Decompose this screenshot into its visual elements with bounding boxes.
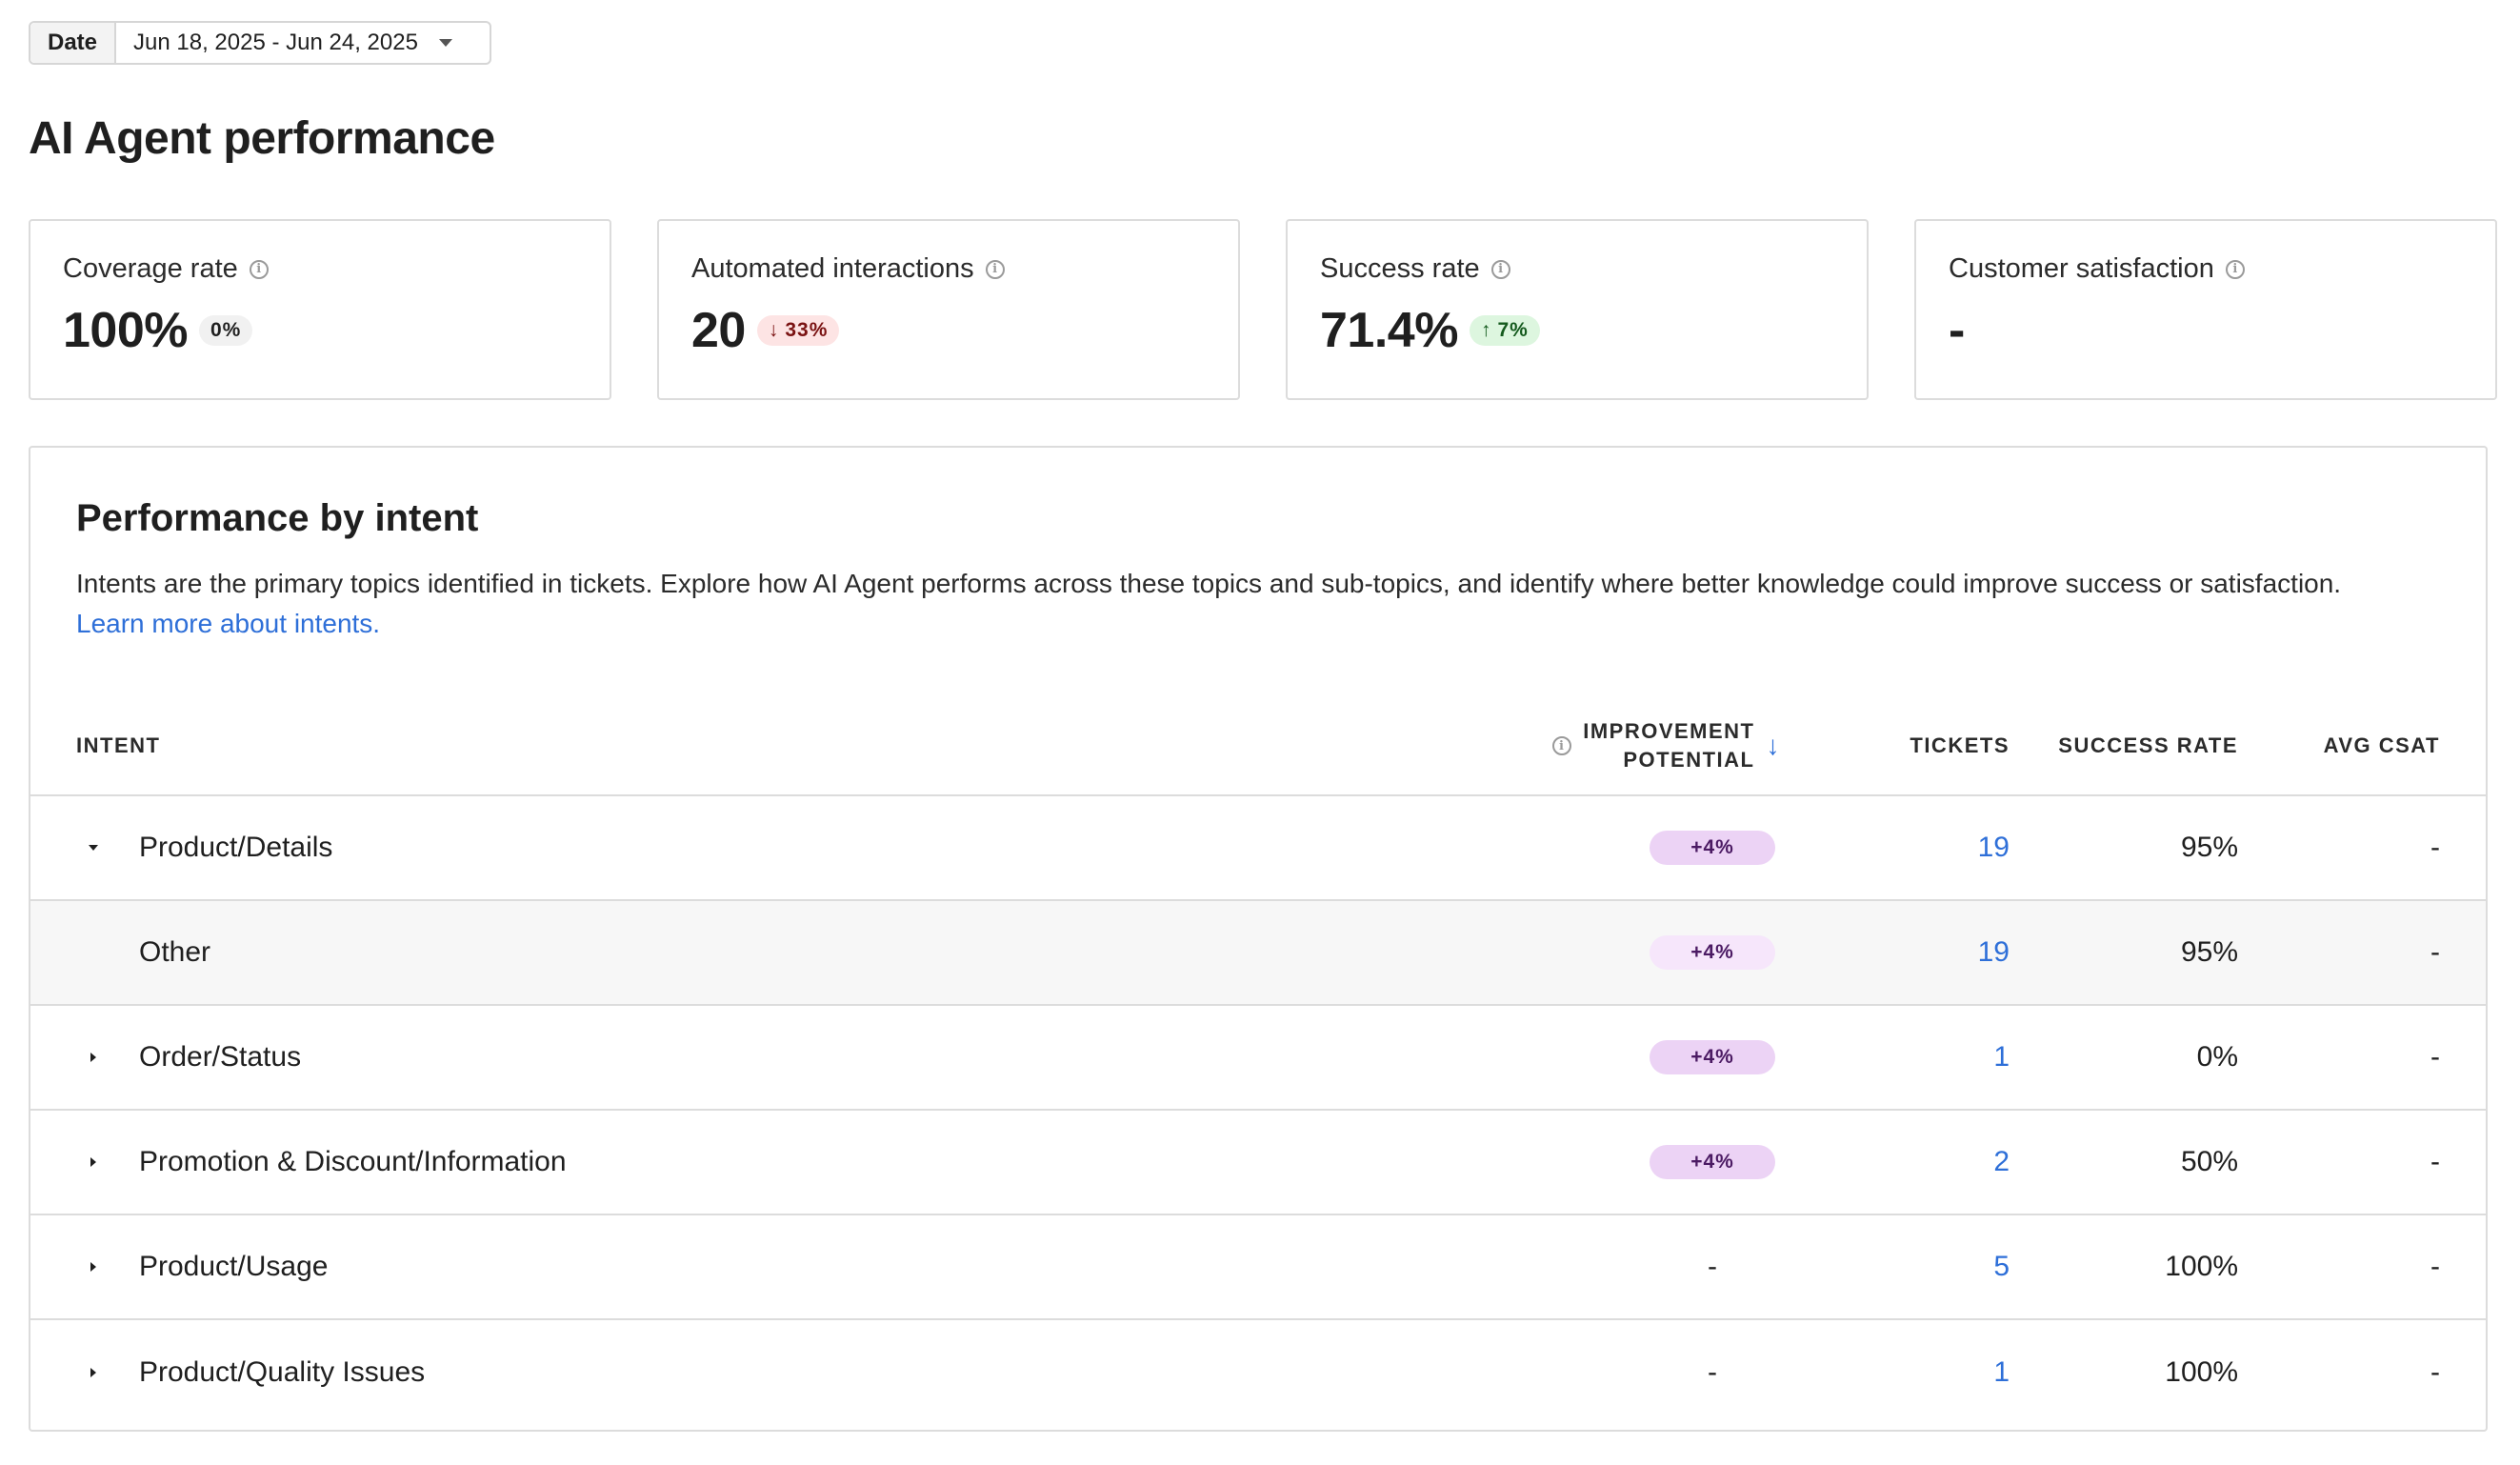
info-icon[interactable]: i <box>1490 259 1510 279</box>
section-title: Performance by intent <box>76 497 479 539</box>
tickets-link[interactable]: 2 <box>1993 1146 2010 1177</box>
column-header-improvement-potential[interactable]: i IMPROVEMENT POTENTIAL ↓ <box>1552 697 1781 794</box>
kpi-card-customer-satisfaction: Customer satisfaction i - <box>1914 219 2497 400</box>
avg-csat-value: - <box>2430 1041 2440 1073</box>
info-icon[interactable]: i <box>1552 736 1572 755</box>
kpi-label: Customer satisfaction <box>1949 253 2214 284</box>
success-rate-value: 50% <box>2180 1146 2238 1177</box>
improvement-badge: +4% <box>1650 1145 1775 1179</box>
avg-csat-value: - <box>2430 832 2440 863</box>
caret-right-icon <box>90 1157 96 1167</box>
table-row[interactable]: Order/Status +4% 1 0% - <box>30 1006 2486 1111</box>
date-filter-label: Date <box>30 23 117 63</box>
caret-down-icon <box>89 845 98 851</box>
sort-descending-icon[interactable]: ↓ <box>1766 731 1781 760</box>
kpi-card-coverage-rate: Coverage rate i 100% 0% <box>29 219 611 400</box>
column-header-intent[interactable]: INTENT <box>76 733 161 757</box>
info-icon[interactable]: i <box>249 259 269 279</box>
kpi-cards: Coverage rate i 100% 0% Automated intera… <box>29 219 2497 400</box>
improvement-value: - <box>1708 1251 1717 1282</box>
info-icon[interactable]: i <box>2225 259 2245 279</box>
caret-right-icon <box>90 1368 96 1377</box>
success-rate-value: 100% <box>2165 1356 2238 1388</box>
kpi-card-automated-interactions: Automated interactions i 20 ↓ 33% <box>657 219 1240 400</box>
page-title: AI Agent performance <box>29 113 495 164</box>
info-icon[interactable]: i <box>985 259 1005 279</box>
improvement-value: - <box>1708 1356 1717 1388</box>
trend-badge: ↑ 7% <box>1469 315 1540 346</box>
success-rate-value: 95% <box>2180 832 2238 863</box>
avg-csat-value: - <box>2430 1356 2440 1388</box>
learn-more-link[interactable]: Learn more about intents. <box>76 609 381 638</box>
kpi-label: Automated interactions <box>691 253 974 284</box>
improvement-badge: +4% <box>1650 831 1775 865</box>
collapse-toggle[interactable] <box>84 796 103 899</box>
column-header-tickets[interactable]: TICKETS <box>1910 733 2010 757</box>
intent-name: Product/Details <box>139 832 333 863</box>
intent-performance-panel: Performance by intent Intents are the pr… <box>29 446 2488 1432</box>
table-row[interactable]: Product/Quality Issues - 1 100% - <box>30 1320 2486 1425</box>
table-row[interactable]: Promotion & Discount/Information +4% 2 5… <box>30 1111 2486 1215</box>
kpi-card-success-rate: Success rate i 71.4% ↑ 7% <box>1286 219 1869 400</box>
caret-right-icon <box>90 1262 96 1272</box>
column-header-avg-csat[interactable]: AVG CSAT <box>2323 733 2440 757</box>
avg-csat-value: - <box>2430 936 2440 968</box>
improvement-badge: +4% <box>1650 935 1775 970</box>
success-rate-value: 0% <box>2196 1041 2238 1073</box>
tickets-link[interactable]: 1 <box>1993 1041 2010 1073</box>
intent-name: Product/Quality Issues <box>139 1356 426 1388</box>
trend-badge: 0% <box>199 315 253 346</box>
caret-right-icon <box>90 1053 96 1062</box>
expand-toggle[interactable] <box>84 1215 103 1318</box>
tickets-link[interactable]: 19 <box>1977 936 2010 968</box>
table-row[interactable]: Other +4% 19 95% - <box>30 901 2486 1006</box>
intent-name: Product/Usage <box>139 1251 329 1282</box>
kpi-label: Success rate <box>1320 253 1480 284</box>
table-header: INTENT i IMPROVEMENT POTENTIAL ↓ TICKETS… <box>30 697 2486 796</box>
section-description: Intents are the primary topics identifie… <box>76 569 2342 638</box>
intent-name: Order/Status <box>139 1041 302 1073</box>
tickets-link[interactable]: 5 <box>1993 1251 2010 1282</box>
kpi-value: 71.4% <box>1320 303 1458 358</box>
trend-badge: ↓ 33% <box>756 315 840 346</box>
success-rate-value: 95% <box>2180 936 2238 968</box>
intent-name: Other <box>139 936 211 968</box>
tickets-link[interactable]: 1 <box>1993 1356 2010 1388</box>
table-row[interactable]: Product/Details +4% 19 95% - <box>30 796 2486 901</box>
intent-name: Promotion & Discount/Information <box>139 1146 567 1177</box>
table-row[interactable]: Product/Usage - 5 100% - <box>30 1215 2486 1320</box>
expand-toggle[interactable] <box>84 1006 103 1109</box>
date-range-select[interactable]: Jun 18, 2025 - Jun 24, 2025 <box>116 23 490 63</box>
expand-toggle[interactable] <box>84 1111 103 1214</box>
arrow-up-icon: ↑ <box>1480 319 1492 341</box>
date-filter[interactable]: Date Jun 18, 2025 - Jun 24, 2025 <box>29 21 491 65</box>
expand-toggle[interactable] <box>84 1320 103 1425</box>
date-range-value: Jun 18, 2025 - Jun 24, 2025 <box>133 30 418 55</box>
kpi-value: 20 <box>691 303 746 358</box>
tickets-link[interactable]: 19 <box>1977 832 2010 863</box>
arrow-down-icon: ↓ <box>768 319 780 341</box>
avg-csat-value: - <box>2430 1251 2440 1282</box>
success-rate-value: 100% <box>2165 1251 2238 1282</box>
kpi-value: 100% <box>63 303 189 358</box>
chevron-down-icon <box>438 39 452 47</box>
column-header-success-rate[interactable]: SUCCESS RATE <box>2058 733 2238 757</box>
avg-csat-value: - <box>2430 1146 2440 1177</box>
kpi-value: - <box>1949 303 1965 358</box>
kpi-label: Coverage rate <box>63 253 238 284</box>
improvement-badge: +4% <box>1650 1040 1775 1074</box>
